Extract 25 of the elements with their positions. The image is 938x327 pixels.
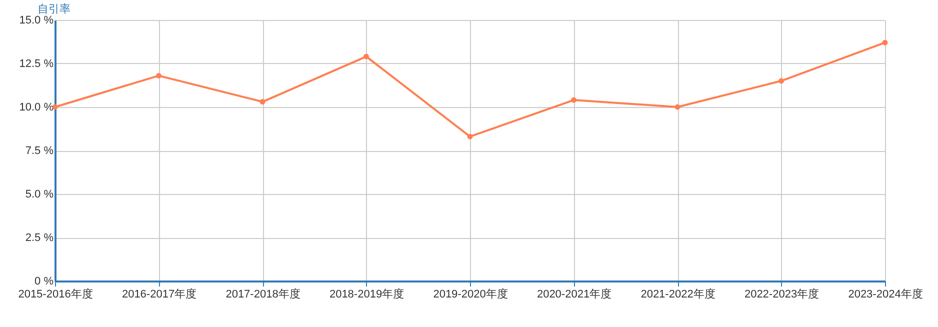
x-tick-label: 2020-2021年度: [536, 288, 612, 300]
x-tick-label: 2023-2024年度: [848, 288, 923, 300]
x-tick-label: 2016-2017年度: [122, 288, 197, 300]
y-tick-label: 5.0 %: [25, 188, 54, 200]
y-tick-label: 0 %: [34, 276, 54, 288]
point: [260, 99, 266, 105]
x-tick-label: 2021-2022年度: [640, 288, 716, 300]
point: [364, 54, 369, 60]
point: [571, 97, 576, 103]
y-tick-label: 12.5 %: [19, 58, 54, 70]
y-tick-label: 7.5 %: [25, 145, 54, 157]
point: [467, 134, 473, 140]
point: [156, 72, 162, 78]
point: [882, 40, 888, 46]
y-tick-label: 2.5 %: [25, 232, 54, 244]
y-axis-title: 自引率: [38, 2, 70, 16]
y-tick-label: 15.0 %: [19, 14, 54, 26]
y-tick-label: 10.0 %: [19, 102, 54, 114]
x-tick-label: 2018-2019年度: [329, 288, 404, 300]
point: [778, 78, 784, 84]
x-tick-label: 2019-2020年度: [433, 288, 508, 300]
point: [674, 104, 680, 110]
x-tick-label: 2022-2023年度: [744, 288, 820, 300]
x-tick-label: 2017-2018年度: [226, 288, 300, 300]
x-tick-label: 2015-2016年度: [18, 288, 93, 300]
